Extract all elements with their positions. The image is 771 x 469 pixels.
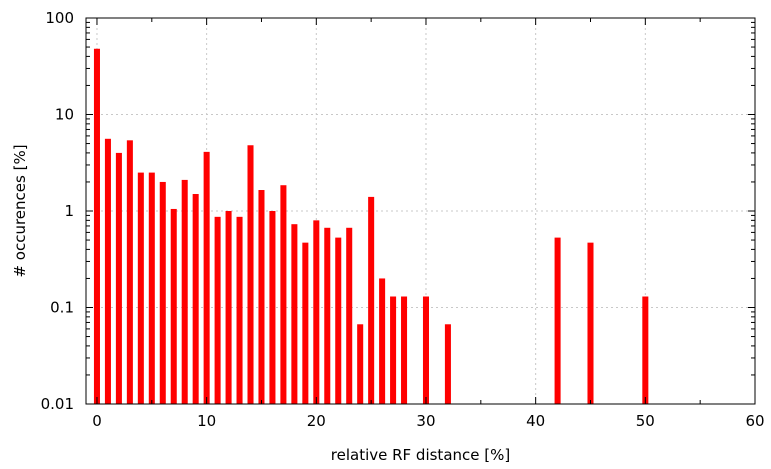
bar bbox=[137, 172, 144, 404]
x-tick-label: 10 bbox=[197, 412, 216, 430]
bar bbox=[93, 48, 100, 404]
x-tick-label: 40 bbox=[526, 412, 545, 430]
bar bbox=[357, 324, 364, 404]
bars bbox=[93, 48, 649, 404]
bar bbox=[104, 138, 111, 404]
y-tick-labels: 0.01 0.1 1 10 100 bbox=[41, 9, 74, 413]
x-tick-label: 30 bbox=[416, 412, 435, 430]
bar bbox=[313, 220, 320, 404]
bar bbox=[324, 227, 331, 404]
y-tick-label: 1 bbox=[64, 202, 74, 220]
x-tick-labels: 0 10 20 30 40 50 60 bbox=[92, 412, 764, 430]
bar bbox=[379, 278, 386, 404]
bar bbox=[236, 216, 243, 404]
x-axis-title: relative RF distance [%] bbox=[331, 446, 510, 464]
bar bbox=[126, 140, 133, 404]
bar bbox=[159, 181, 166, 404]
bar bbox=[115, 152, 122, 404]
y-tick-label: 0.1 bbox=[50, 299, 74, 317]
bar bbox=[225, 211, 232, 404]
bar bbox=[422, 296, 429, 404]
x-tick-label: 20 bbox=[307, 412, 326, 430]
bar bbox=[335, 237, 342, 404]
x-tick-label: 60 bbox=[745, 412, 764, 430]
bar bbox=[587, 242, 594, 404]
bar bbox=[214, 216, 221, 404]
bar bbox=[280, 185, 287, 404]
axis-ticks bbox=[86, 17, 756, 405]
bar bbox=[346, 227, 353, 404]
y-tick-label: 10 bbox=[55, 106, 74, 124]
bar bbox=[148, 172, 155, 404]
bar bbox=[444, 324, 451, 404]
bar bbox=[170, 208, 177, 404]
x-tick-label: 50 bbox=[636, 412, 655, 430]
y-tick-label: 0.01 bbox=[41, 395, 74, 413]
bar bbox=[642, 296, 649, 404]
bar bbox=[181, 179, 188, 404]
x-tick-label: 0 bbox=[92, 412, 102, 430]
y-tick-label: 100 bbox=[45, 9, 74, 27]
bar bbox=[302, 242, 309, 404]
bar bbox=[291, 224, 298, 404]
bar bbox=[203, 151, 210, 404]
bar bbox=[390, 296, 397, 404]
bar bbox=[247, 145, 254, 404]
bar bbox=[258, 190, 265, 404]
bar bbox=[401, 296, 408, 404]
y-axis-title: # occurences [%] bbox=[11, 144, 29, 277]
bar bbox=[269, 211, 276, 404]
bar bbox=[554, 237, 561, 404]
bar bbox=[192, 194, 199, 404]
bar bbox=[368, 196, 375, 404]
